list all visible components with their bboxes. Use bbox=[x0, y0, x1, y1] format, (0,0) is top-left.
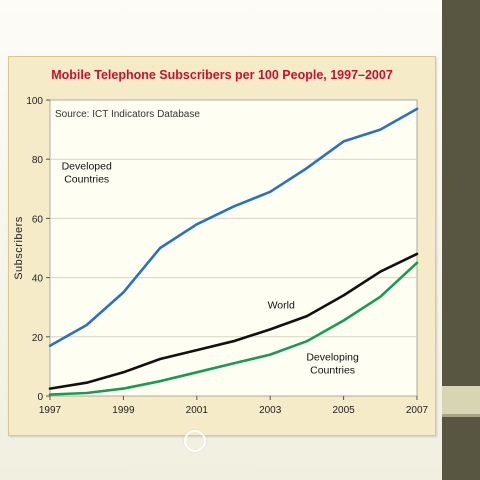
series-line-1 bbox=[48, 107, 419, 348]
series-labels: Developed Countries World Developing Countri… bbox=[62, 161, 359, 377]
series-line-3 bbox=[48, 261, 419, 396]
series-label-2: World bbox=[268, 300, 295, 312]
x-tick-label: 1997 bbox=[39, 405, 62, 416]
y-tick-label: 0 bbox=[37, 392, 43, 403]
y-tick-label: 20 bbox=[32, 333, 44, 344]
series-line-2 bbox=[48, 252, 419, 390]
series-label-3: Developing Countries bbox=[306, 351, 359, 376]
y-tick-label: 80 bbox=[32, 155, 44, 166]
x-tick-label: 1999 bbox=[112, 405, 135, 416]
gridlines bbox=[50, 158, 417, 338]
series-label-1: Developed Countries bbox=[62, 161, 112, 186]
sidebar-accent-band bbox=[442, 386, 480, 414]
plot-area bbox=[49, 99, 418, 397]
y-axis-label: Subscribers bbox=[13, 216, 25, 280]
series-layer bbox=[48, 107, 419, 396]
y-tick-label: 100 bbox=[26, 96, 43, 107]
bullet-marker bbox=[184, 430, 206, 452]
y-axis-ticks: 0 20 40 60 80 100 bbox=[26, 96, 50, 403]
chart-svg: 0 20 40 60 80 100 1997 1999 2001 2003 2005 2007 De… bbox=[13, 68, 429, 416]
y-tick-label: 40 bbox=[32, 274, 44, 285]
x-tick-label: 2007 bbox=[406, 405, 429, 416]
x-tick-label: 2001 bbox=[186, 405, 209, 416]
x-tick-label: 2005 bbox=[332, 405, 355, 416]
x-tick-label: 2003 bbox=[259, 405, 282, 416]
sidebar-accent-line bbox=[442, 414, 480, 417]
chart-title: Mobile Telephone Subscribers per 100 Peo… bbox=[51, 68, 393, 82]
y-tick-label: 60 bbox=[32, 214, 44, 225]
x-axis-ticks: 1997 1999 2001 2003 2005 2007 bbox=[39, 396, 429, 416]
chart-source: Source: ICT Indicators Database bbox=[55, 109, 200, 120]
